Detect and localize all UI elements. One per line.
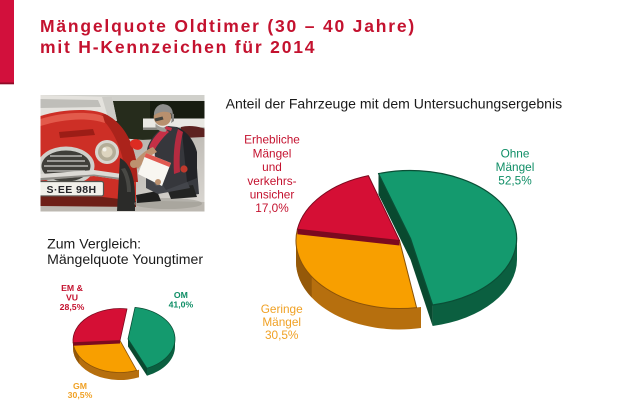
svg-text:Zum Vergleich:: Zum Vergleich: bbox=[47, 235, 141, 251]
svg-text:17,0%: 17,0% bbox=[255, 201, 289, 215]
svg-text:Ohne: Ohne bbox=[501, 146, 530, 160]
svg-text:verkehrs-: verkehrs- bbox=[247, 174, 296, 188]
svg-text:41,0%: 41,0% bbox=[169, 299, 194, 309]
svg-text:Mängel: Mängel bbox=[253, 146, 292, 160]
svg-text:30,5%: 30,5% bbox=[265, 328, 299, 342]
svg-text:und: und bbox=[262, 160, 282, 174]
svg-text:52,5%: 52,5% bbox=[498, 173, 532, 187]
svg-text:Erhebliche: Erhebliche bbox=[244, 133, 300, 147]
svg-text:mit H-Kennzeichen für 2014: mit H-Kennzeichen für 2014 bbox=[40, 37, 316, 57]
svg-text:GM: GM bbox=[73, 381, 87, 391]
svg-text:Mängel: Mängel bbox=[262, 315, 301, 329]
svg-text:EM &: EM & bbox=[61, 283, 83, 293]
svg-text:Geringe: Geringe bbox=[261, 302, 303, 316]
svg-text:S·EE 98H: S·EE 98H bbox=[47, 184, 97, 196]
svg-text:Anteil der Fahrzeuge mit dem U: Anteil der Fahrzeuge mit dem Untersuchun… bbox=[226, 96, 563, 112]
svg-text:VU: VU bbox=[66, 293, 78, 303]
svg-text:28,5%: 28,5% bbox=[60, 302, 85, 312]
svg-text:Mängel: Mängel bbox=[496, 160, 535, 174]
svg-text:30,5%: 30,5% bbox=[68, 390, 93, 400]
svg-text:Mängelquote Oldtimer (30 – 40: Mängelquote Oldtimer (30 – 40 Jahre) bbox=[40, 16, 416, 36]
svg-text:OM: OM bbox=[174, 290, 188, 300]
svg-text:Mängelquote Youngtimer: Mängelquote Youngtimer bbox=[47, 251, 203, 267]
svg-text:unsicher: unsicher bbox=[250, 188, 295, 202]
